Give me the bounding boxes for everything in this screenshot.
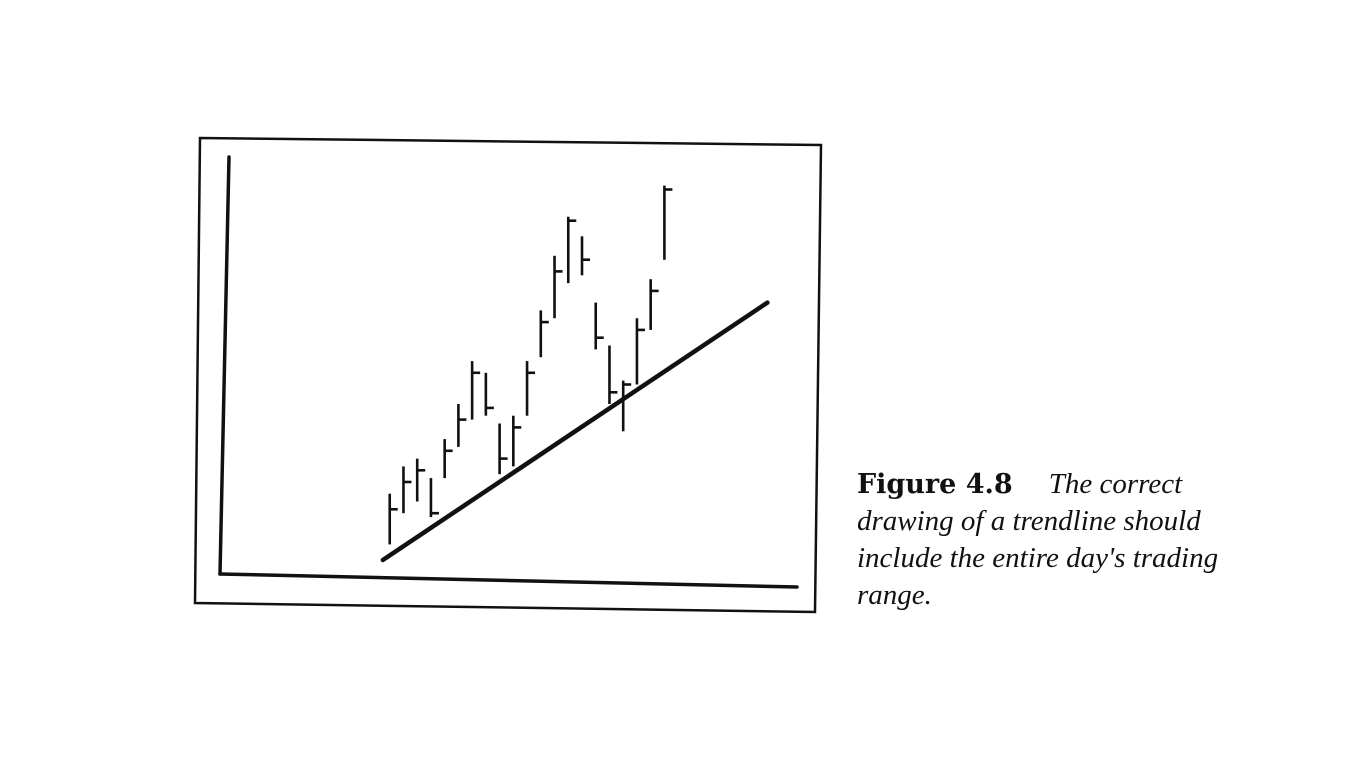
price-bars: [388, 185, 673, 545]
figure-label: Figure 4.8: [857, 469, 1013, 500]
price-bar: [484, 372, 494, 416]
price-bar: [539, 310, 549, 358]
price-bar: [649, 279, 659, 330]
price-bar: [457, 404, 467, 447]
price-bar: [580, 236, 590, 276]
price-bar: [443, 439, 453, 479]
price-bar: [512, 415, 522, 467]
price-bar: [635, 318, 645, 385]
price-bar: [415, 458, 426, 502]
price-bar: [429, 478, 439, 518]
price-bar: [388, 493, 398, 545]
trendline: [380, 300, 770, 563]
price-bar: [470, 361, 481, 420]
price-bar: [663, 185, 673, 260]
figure-caption-text: The correct drawing of a trendline shoul…: [857, 468, 1219, 611]
price-bar: [594, 302, 604, 350]
price-bar: [553, 255, 563, 319]
price-bar: [608, 345, 618, 404]
price-bar: [621, 380, 632, 432]
figure-caption: Figure 4.8 The correct drawing of a trend…: [857, 466, 1237, 614]
x-axis: [218, 572, 799, 589]
price-bar: [566, 216, 577, 284]
price-bar: [525, 361, 536, 416]
y-axis: [218, 155, 231, 576]
trendline-layer: [380, 300, 770, 563]
price-bar: [498, 423, 508, 475]
price-bar: [402, 466, 412, 514]
chart-frame: [193, 136, 823, 614]
